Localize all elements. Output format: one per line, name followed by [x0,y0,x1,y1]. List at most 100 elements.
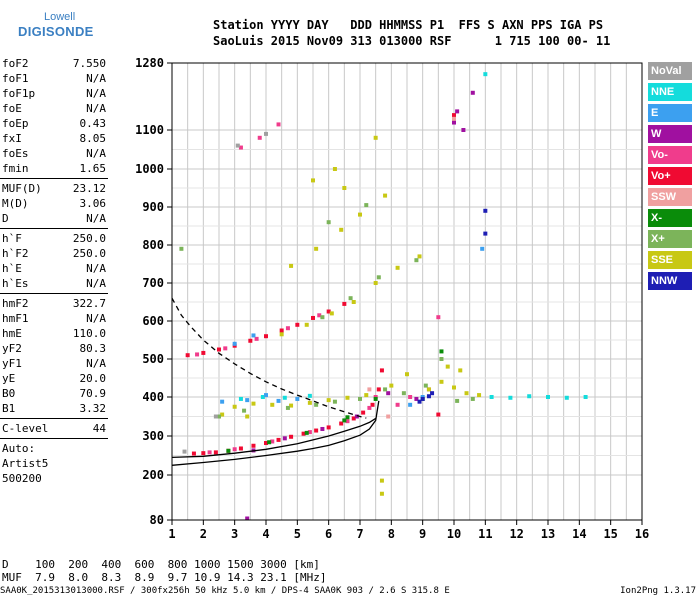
data-point [461,128,466,132]
data-point [455,398,460,403]
footer-info: SAA0K_2015313013000.RSF / 300fx256h 50 k… [0,586,450,596]
x-tick-label: 2 [200,527,207,541]
y-tick-label: 700 [142,276,164,290]
param-row: h`E N/A [0,261,112,276]
data-point [342,186,347,190]
data-point [248,338,253,343]
legend-item: X+ [648,230,692,248]
param-value: 322.7 [72,297,106,310]
y-tick-label: 1000 [135,162,164,176]
data-point [238,396,243,401]
param-separator [0,228,108,229]
legend-item: NNE [648,83,692,101]
data-point [376,275,381,280]
data-point [527,394,532,399]
data-point [314,402,319,407]
data-point [386,414,391,419]
data-point [364,393,369,398]
data-point [182,449,187,454]
plot-points [179,72,588,521]
data-point [364,203,369,208]
data-point [235,143,240,148]
data-point [251,443,256,448]
data-point [320,426,325,431]
param-value: 7.550 [72,57,106,70]
data-point [401,391,406,396]
header-line-2: SaoLuis 2015 Nov09 313 013000 RSF 1 715 … [213,34,611,48]
param-row: foF1 N/A [0,71,112,86]
data-point [245,398,250,403]
data-point [276,437,281,442]
data-point [417,254,422,259]
data-point [361,410,366,415]
param-label: h`F2 [2,247,29,260]
x-tick-label: 11 [478,527,492,541]
param-separator [0,418,108,419]
data-point [257,135,262,140]
param-value: N/A [86,212,106,225]
data-point [348,296,353,301]
x-tick-label: 9 [419,527,426,541]
param-row: hmE 110.0 [0,326,112,341]
data-point [267,440,272,445]
param-value: 8.05 [79,132,107,145]
legend-item: NNW [648,272,692,290]
data-point [314,428,319,433]
data-point [489,395,494,399]
data-point [264,441,268,446]
data-point [195,352,200,357]
param-value: 23.12 [72,182,106,195]
y-tick-label: 80 [150,513,164,527]
param-row: B0 70.9 [0,386,112,401]
data-point [379,478,384,483]
data-point [317,313,322,318]
data-point [351,300,356,304]
data-point [367,405,372,410]
param-value: 0.43 [79,117,107,130]
data-point [285,326,290,331]
param-row: yE 20.0 [0,371,112,386]
data-point [508,395,513,400]
data-point [232,447,237,452]
data-point [276,122,281,127]
data-point [420,396,425,401]
data-point [458,368,463,373]
param-row: fmin 1.65 [0,161,112,176]
param-label: foF1 [2,72,29,85]
plot-grid [172,62,642,521]
data-point [232,341,237,346]
param-label: foF1p [2,87,36,100]
param-value: N/A [86,102,106,115]
data-point [373,135,378,140]
series-nne [238,72,588,401]
param-label: h`Es [2,277,29,290]
param-row: MUF(D) 23.12 [0,181,112,196]
param-value: 44 [92,422,106,435]
x-axis-ticks: 1 2 3 4 5 6 7 8 9 10 11 12 13 14 15 16 [168,520,649,541]
data-point [220,412,225,417]
data-point [201,451,206,456]
data-point [564,395,569,400]
data-point [436,412,441,417]
autoscale-note: 500200 [2,472,42,485]
data-point [238,145,243,150]
param-value: 70.9 [79,387,107,400]
param-row: B1 3.32 [0,401,112,416]
data-point [226,448,231,453]
data-point [264,131,268,136]
data-point [264,393,268,398]
data-point [436,315,441,320]
legend-item: X- [648,209,692,227]
data-point [282,436,287,441]
param-separator [0,178,108,179]
data-point [373,396,378,401]
data-point [307,393,312,398]
data-point [452,385,456,390]
param-row: yF1 N/A [0,356,112,371]
data-point [358,212,362,217]
data-point [379,368,384,373]
data-point [307,400,312,405]
data-point [295,322,300,327]
data-point [276,398,281,403]
param-row: hmF1 N/A [0,311,112,326]
